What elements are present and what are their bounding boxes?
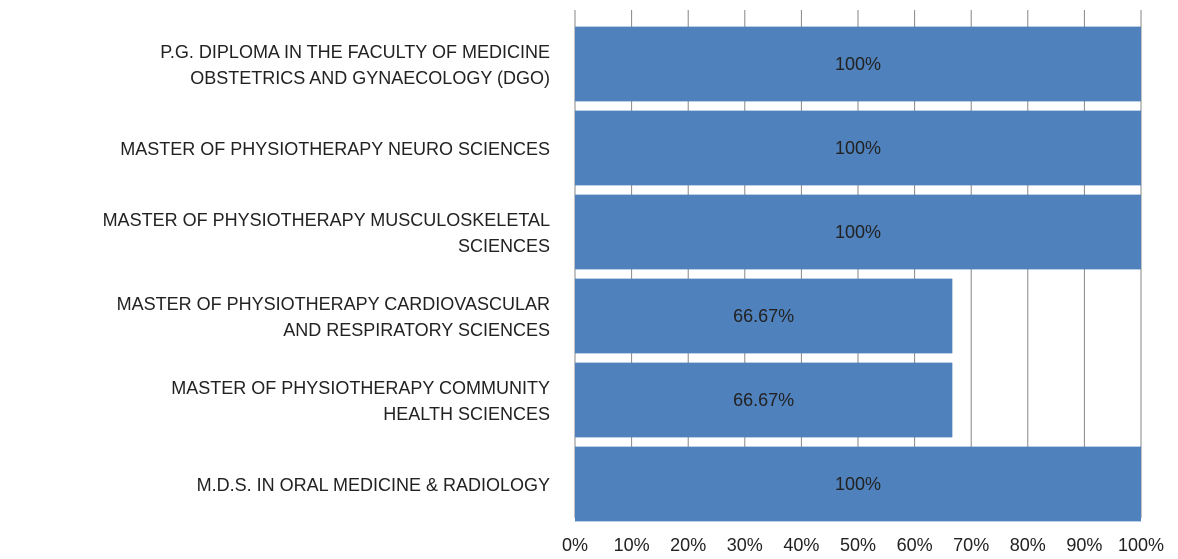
x-tick-label: 60%: [897, 535, 933, 555]
data-label: 100%: [835, 222, 881, 242]
x-tick-label: 30%: [727, 535, 763, 555]
x-tick-label: 100%: [1118, 535, 1164, 555]
x-tick-label: 80%: [1010, 535, 1046, 555]
y-tick-label: MASTER OF PHYSIOTHERAPY CARDIOVASCULAR A…: [116, 294, 550, 340]
x-tick-label: 40%: [783, 535, 819, 555]
data-label: 66.67%: [733, 390, 794, 410]
data-label: 100%: [835, 474, 881, 494]
x-tick-label: 70%: [953, 535, 989, 555]
x-tick-label: 10%: [614, 535, 650, 555]
bar: [575, 26, 1141, 102]
y-tick-label: M.D.S. IN ORAL MEDICINE & RADIOLOGY: [196, 475, 550, 495]
bar: [575, 278, 953, 354]
data-label: 100%: [835, 138, 881, 158]
x-tick-label: 90%: [1066, 535, 1102, 555]
bar: [575, 194, 1141, 270]
x-tick-label: 0%: [562, 535, 588, 555]
y-tick-label: P.G. DIPLOMA IN THE FACULTY OF MEDICINE …: [160, 42, 550, 88]
data-label: 100%: [835, 54, 881, 74]
x-tick-label: 50%: [840, 535, 876, 555]
y-tick-label: MASTER OF PHYSIOTHERAPY COMMUNITY HEALTH…: [171, 378, 550, 424]
x-tick-label: 20%: [670, 535, 706, 555]
bar: [575, 446, 1141, 522]
y-tick-label: MASTER OF PHYSIOTHERAPY MUSCULOSKELETAL …: [102, 210, 550, 256]
y-tick-label: MASTER OF PHYSIOTHERAPY NEURO SCIENCES: [120, 139, 550, 159]
data-label: 66.67%: [733, 306, 794, 326]
bar: [575, 362, 953, 438]
bar: [575, 110, 1141, 186]
